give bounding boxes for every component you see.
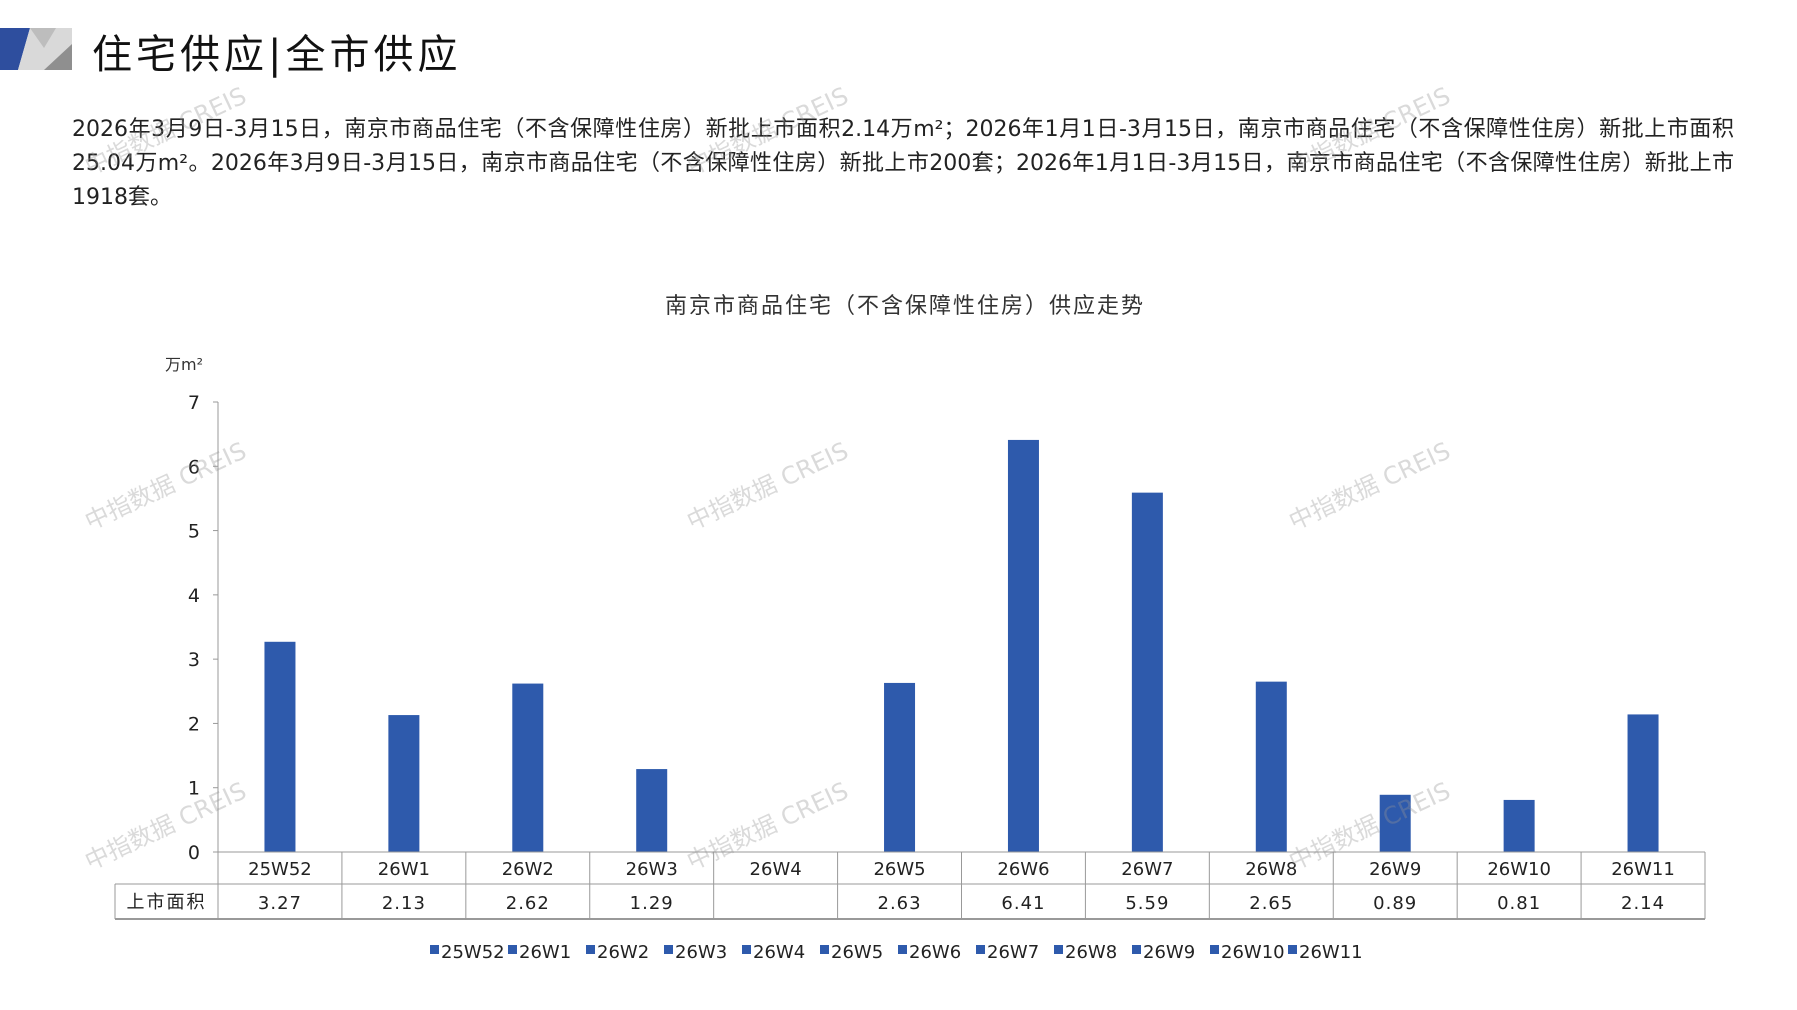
legend-swatch xyxy=(1210,945,1219,954)
legend-swatch xyxy=(1288,945,1297,954)
summary-text: 2026年3月9日-3月15日，南京市商品住宅（不含保障性住房）新批上市面积2.… xyxy=(72,117,1734,210)
bar-26W8 xyxy=(1255,681,1287,852)
legend-item: 26W4 xyxy=(753,942,805,963)
legend-item: 26W2 xyxy=(597,942,649,963)
legend-swatch xyxy=(820,945,829,954)
page-title: 住宅供应|全市供应 xyxy=(92,32,462,78)
data-label: 0.89 xyxy=(1373,893,1417,914)
x-tick-label: 26W7 xyxy=(1121,859,1173,880)
legend-item: 26W5 xyxy=(831,942,883,963)
bar-26W9 xyxy=(1379,794,1411,852)
x-tick-label: 26W6 xyxy=(997,859,1049,880)
legend-swatch xyxy=(742,945,751,954)
bar-26W10 xyxy=(1503,799,1535,852)
x-tick-label: 26W5 xyxy=(873,859,925,880)
y-tick-label: 3 xyxy=(188,649,200,671)
legend-item: 26W11 xyxy=(1299,942,1363,963)
data-label: 5.59 xyxy=(1125,893,1169,914)
bar-26W2 xyxy=(512,683,544,852)
x-tick-label: 26W3 xyxy=(626,859,678,880)
table-row-label: 上市面积 xyxy=(127,892,207,913)
x-tick-label: 26W10 xyxy=(1487,859,1551,880)
bar-26W11 xyxy=(1627,714,1659,852)
legend-swatch xyxy=(898,945,907,954)
y-tick-label: 6 xyxy=(188,456,200,478)
legend-swatch xyxy=(430,945,439,954)
legend-swatch xyxy=(976,945,985,954)
bar-26W6 xyxy=(1007,439,1039,852)
logo-icon xyxy=(0,28,72,70)
legend-item: 26W6 xyxy=(909,942,961,963)
legend-item: 26W10 xyxy=(1221,942,1285,963)
legend-item: 26W1 xyxy=(519,942,571,963)
legend-item: 25W52 xyxy=(441,942,505,963)
data-label: 2.65 xyxy=(1249,893,1293,914)
x-tick-label: 26W4 xyxy=(750,859,802,880)
legend-swatch xyxy=(508,945,517,954)
data-label: 3.27 xyxy=(258,893,302,914)
legend-swatch xyxy=(664,945,673,954)
legend-item: 26W3 xyxy=(675,942,727,963)
x-tick-label: 26W8 xyxy=(1245,859,1297,880)
legend-swatch xyxy=(1054,945,1063,954)
y-tick-label: 1 xyxy=(188,778,200,800)
data-label: 2.63 xyxy=(878,893,922,914)
chart-title: 南京市商品住宅（不含保障性住房）供应走势 xyxy=(665,294,1145,319)
legend-item: 26W9 xyxy=(1143,942,1195,963)
y-axis-unit: 万m² xyxy=(165,355,203,374)
y-tick-label: 5 xyxy=(188,521,200,543)
legend-swatch xyxy=(1132,945,1141,954)
x-tick-label: 26W2 xyxy=(502,859,554,880)
bar-26W1 xyxy=(388,715,420,852)
x-tick-label: 26W11 xyxy=(1611,859,1675,880)
data-label: 6.41 xyxy=(1001,893,1045,914)
data-label: 2.14 xyxy=(1621,893,1665,914)
bar-26W7 xyxy=(1131,492,1163,852)
bar-25W52 xyxy=(264,641,296,852)
x-tick-label: 26W9 xyxy=(1369,859,1421,880)
data-label: 2.62 xyxy=(506,893,550,914)
y-tick-label: 7 xyxy=(188,392,200,414)
legend-swatch xyxy=(586,945,595,954)
x-tick-label: 25W52 xyxy=(248,859,312,880)
bar-26W5 xyxy=(884,682,916,852)
y-tick-label: 2 xyxy=(188,713,200,735)
legend-item: 26W8 xyxy=(1065,942,1117,963)
data-label: 1.29 xyxy=(630,893,674,914)
y-tick-label: 4 xyxy=(188,585,200,607)
y-tick-label: 0 xyxy=(188,842,200,864)
legend-item: 26W7 xyxy=(987,942,1039,963)
x-tick-label: 26W1 xyxy=(378,859,430,880)
bar-26W3 xyxy=(636,769,668,852)
data-label: 0.81 xyxy=(1497,893,1541,914)
data-label: 2.13 xyxy=(382,893,426,914)
